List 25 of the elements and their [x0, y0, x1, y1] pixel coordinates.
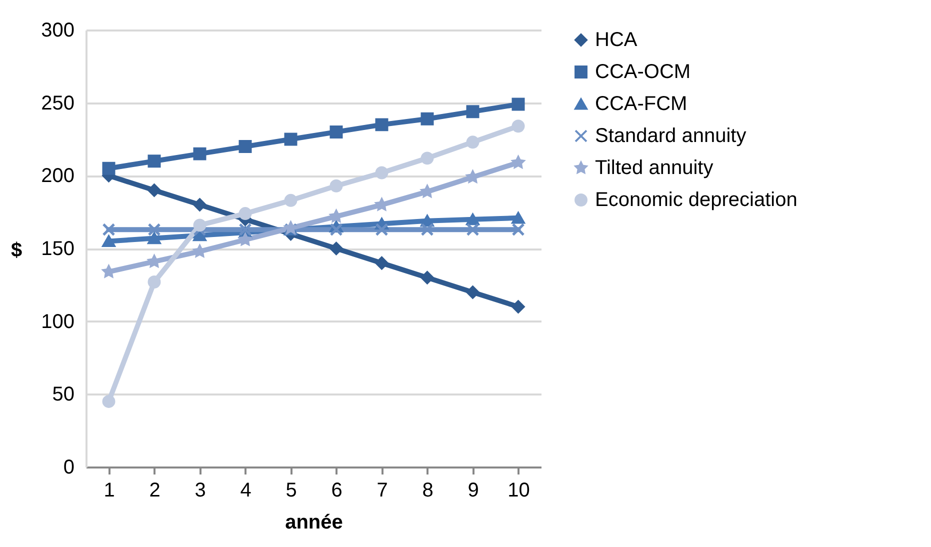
legend-label: CCA-FCM [595, 93, 688, 115]
y-tick-label: 100 [41, 310, 74, 333]
legend-label: HCA [595, 29, 638, 51]
x-tick-label: 8 [422, 480, 434, 502]
x-tick-label: 9 [468, 480, 479, 502]
y-tick-label: 150 [41, 238, 74, 260]
legend-label: Standard annuity [595, 125, 746, 147]
x-tick-label: 4 [240, 480, 252, 502]
x-tick-label: 6 [331, 480, 342, 502]
y-tick-label: 250 [41, 92, 74, 114]
x-tick-label: 5 [286, 480, 297, 502]
x-tick-label: 1 [104, 480, 115, 502]
y-tick-label: 0 [63, 456, 74, 478]
x-tick-label: 7 [376, 480, 388, 502]
x-tick-label: 3 [194, 480, 206, 502]
y-tick-label: 300 [41, 20, 74, 42]
x-tick-label: 10 [508, 480, 530, 502]
legend-label: Economic depreciation [595, 189, 798, 211]
x-axis-title: année [285, 512, 343, 534]
legend-label: CCA-OCM [595, 61, 691, 83]
x-tick-label: 2 [149, 480, 160, 502]
y-axis-title: $ [10, 240, 22, 262]
legend-label: Tilted annuity [595, 157, 714, 179]
y-tick-label: 200 [41, 165, 74, 188]
y-tick-label: 50 [52, 384, 74, 406]
